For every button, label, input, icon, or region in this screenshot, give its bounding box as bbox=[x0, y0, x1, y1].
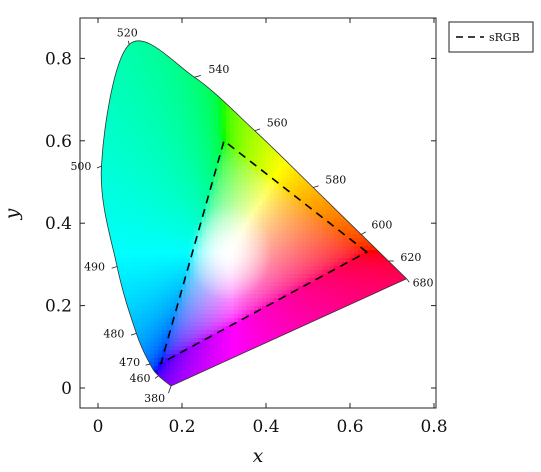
legend: sRGB bbox=[448, 21, 534, 53]
wavelength-tick bbox=[130, 332, 137, 336]
x-axis: 0 0.2 0.4 0.6 0.8 bbox=[93, 18, 448, 437]
srgb-triangle bbox=[159, 139, 369, 365]
wavelength-tick bbox=[194, 75, 201, 78]
y-tick-label: 0.6 bbox=[45, 132, 72, 152]
y-tick-label: 0.4 bbox=[45, 214, 72, 234]
x-tick-label: 0 bbox=[93, 417, 104, 437]
x-axis-label: x bbox=[253, 445, 264, 467]
wavelength-label: 540 bbox=[208, 63, 229, 76]
x-tick-label: 0.4 bbox=[252, 417, 279, 437]
y-axis: 0 0.2 0.4 0.6 0.8 bbox=[45, 49, 436, 399]
legend-label: sRGB bbox=[489, 31, 520, 44]
wavelength-tick bbox=[406, 278, 410, 283]
wavelength-label: 560 bbox=[267, 117, 288, 130]
x-tick-label: 0.6 bbox=[336, 417, 363, 437]
wavelength-label: 600 bbox=[371, 219, 392, 232]
wavelength-label: 470 bbox=[119, 356, 140, 369]
wavelength-label: 580 bbox=[325, 174, 346, 187]
wavelength-tick bbox=[361, 231, 367, 235]
wavelength-label: 500 bbox=[70, 160, 91, 173]
wavelength-tick bbox=[111, 266, 118, 269]
wavelength-label: 680 bbox=[413, 277, 434, 290]
wavelength-tick bbox=[145, 363, 151, 366]
wavelength-tick bbox=[313, 185, 319, 188]
wavelength-tick bbox=[168, 385, 172, 394]
wavelength-label: 620 bbox=[400, 251, 421, 264]
y-tick-label: 0 bbox=[61, 379, 72, 399]
y-axis-label: y bbox=[1, 208, 23, 220]
wavelength-tick bbox=[96, 165, 102, 169]
wavelength-tick bbox=[127, 40, 130, 45]
x-tick-label: 0.2 bbox=[168, 417, 195, 437]
y-tick-label: 0.8 bbox=[45, 49, 72, 69]
wavelength-label: 480 bbox=[103, 327, 124, 340]
spectral-locus-fill bbox=[101, 40, 407, 386]
wavelength-labels: 380 460 470 480 490 500 520 540 560 580 600 620 680 bbox=[70, 26, 433, 404]
wavelength-label: 520 bbox=[117, 26, 138, 39]
x-tick-label: 0.8 bbox=[420, 417, 447, 437]
wavelength-label: 460 bbox=[129, 372, 150, 385]
wavelength-tick bbox=[154, 375, 159, 379]
wavelength-tick bbox=[254, 128, 261, 132]
wavelength-label: 490 bbox=[84, 260, 105, 273]
plot-frame bbox=[79, 17, 437, 409]
spectral-locus-outline bbox=[100, 40, 408, 387]
wavelength-label: 380 bbox=[144, 392, 165, 405]
y-tick-label: 0.2 bbox=[45, 297, 72, 317]
